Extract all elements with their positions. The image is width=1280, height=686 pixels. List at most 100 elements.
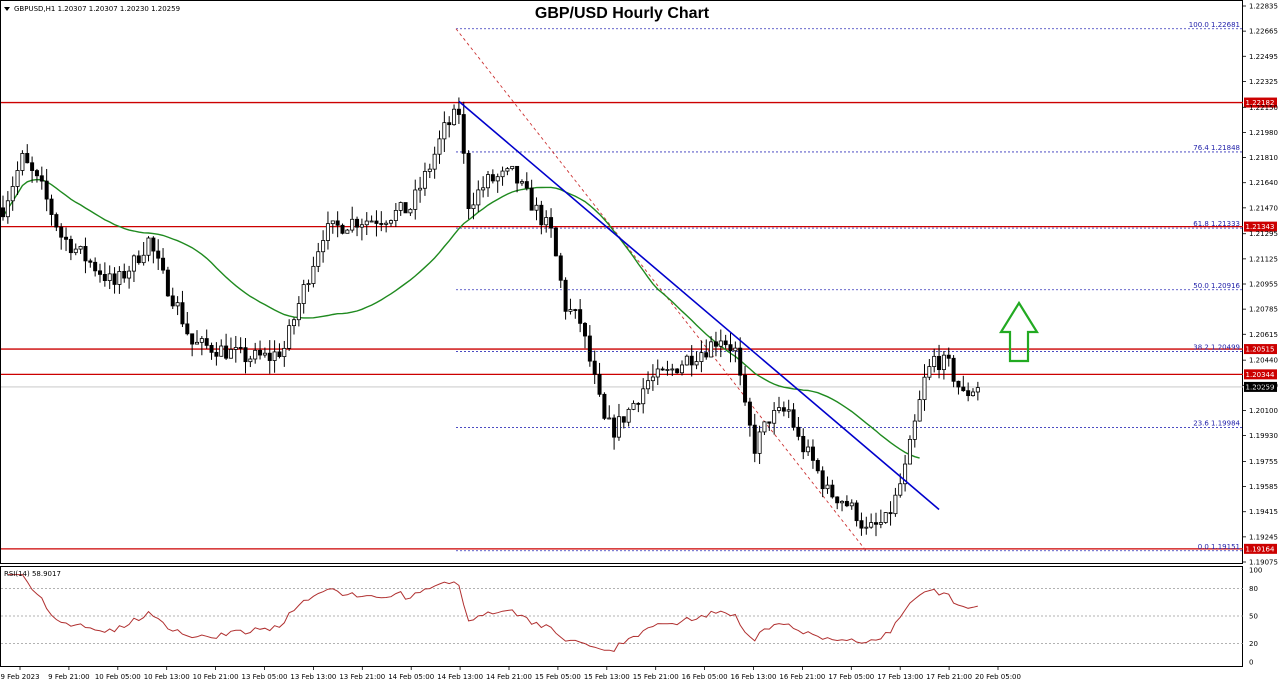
candle-body: [738, 347, 743, 376]
rsi-scale-label: 0: [1249, 659, 1253, 667]
candle-body: [413, 189, 418, 210]
candle-body: [5, 200, 10, 218]
price-tick-label: 1.20440: [1249, 357, 1278, 365]
candle-body: [757, 431, 762, 454]
level-price-tag: [1244, 543, 1277, 554]
candle-body: [214, 351, 219, 357]
candle-body: [340, 224, 345, 234]
candle-body: [558, 255, 563, 281]
candle-body: [888, 512, 893, 515]
candle-body: [199, 338, 204, 343]
candle-body: [127, 270, 132, 279]
candle-body: [966, 390, 971, 397]
candle-body: [553, 227, 558, 257]
price-tick-label: 1.22835: [1249, 3, 1278, 11]
candle-body: [490, 174, 495, 182]
candle-body: [699, 352, 704, 362]
candle-body: [539, 204, 544, 226]
candle-body: [713, 341, 718, 347]
candle-body: [704, 352, 709, 358]
candle-body: [893, 494, 898, 515]
candle-body: [684, 355, 689, 366]
candle-body: [621, 416, 626, 423]
candle-body: [466, 152, 471, 210]
candle-body: [325, 223, 330, 241]
current-price-tag: [1244, 381, 1277, 392]
candle-body: [321, 240, 326, 253]
moving-average: [2, 178, 920, 459]
candle-body: [529, 187, 534, 211]
candle-body: [864, 526, 869, 529]
candle-body: [59, 226, 64, 238]
price-tick-label: 1.22150: [1249, 104, 1278, 112]
candle-body: [30, 162, 35, 171]
candle-body: [767, 421, 772, 424]
candle-body: [505, 168, 510, 172]
candle-body: [364, 220, 369, 226]
price-tick-label: 1.20615: [1249, 331, 1278, 339]
candle-body: [781, 407, 786, 412]
candle-body: [840, 500, 845, 504]
price-tick-label: 1.20955: [1249, 281, 1278, 289]
candle-body: [146, 237, 151, 256]
candle-body: [471, 204, 476, 210]
price-tick-label: 1.19415: [1249, 508, 1278, 516]
time-tick-label: 9 Feb 2023: [0, 673, 39, 681]
candle-body: [568, 309, 573, 312]
candle-body: [743, 374, 748, 403]
candle-body: [907, 438, 912, 465]
price-tick-label: 1.21295: [1249, 230, 1278, 238]
candle-body: [282, 347, 287, 358]
candle-body: [384, 222, 389, 225]
price-tick-label: 1.21470: [1249, 204, 1278, 212]
fibonacci-retracement: 100.0 1.22681 76.4 1.21848 61.8 1.21333 50.…: [455, 21, 1242, 552]
price-tick-label: 1.19075: [1249, 559, 1278, 567]
candle-body: [64, 236, 69, 240]
candlestick-series: [0, 97, 980, 537]
candle-body: [442, 122, 447, 140]
candle-body: [180, 302, 185, 325]
candle-body: [670, 368, 675, 371]
fib-level-label: 61.8 1.21333: [1193, 220, 1240, 228]
candle-body: [806, 446, 811, 453]
candle-body: [350, 218, 355, 231]
candle-body: [941, 354, 946, 371]
candle-body: [272, 351, 277, 361]
price-tick-label: 1.21980: [1249, 129, 1278, 137]
fib-level-label: 76.4 1.21848: [1193, 144, 1240, 152]
candle-body: [258, 349, 263, 356]
moving-average-line: [2, 178, 920, 459]
time-tick-label: 14 Feb 13:00: [437, 673, 483, 681]
candle-body: [355, 218, 360, 228]
rsi-panel-frame: [0, 566, 1243, 667]
level-price-label: 1.21343: [1246, 223, 1275, 231]
candle-body: [878, 522, 883, 525]
level-price-label: 1.19164: [1246, 545, 1275, 553]
candle-body: [961, 386, 966, 392]
candle-body: [456, 108, 461, 115]
candle-body: [844, 500, 849, 507]
fib-level-label: 38.2 1.20499: [1193, 343, 1240, 351]
candle-body: [131, 255, 136, 272]
time-tick-label: 16 Feb 13:00: [731, 673, 777, 681]
candle-body: [660, 368, 665, 371]
price-axis: 1.22835 1.22665 1.22495 1.22325 1.22150 1.219…: [1243, 3, 1278, 567]
candle-body: [161, 257, 166, 271]
candle-body: [680, 364, 685, 374]
candle-body: [83, 246, 88, 262]
candle-body: [810, 446, 815, 461]
candle-body: [68, 238, 73, 254]
candle-body: [233, 347, 238, 350]
candle-body: [267, 352, 272, 361]
time-tick-label: 9 Feb 21:00: [48, 673, 89, 681]
candle-body: [956, 380, 961, 388]
price-tick-label: 1.21640: [1249, 179, 1278, 187]
candle-body: [287, 325, 292, 349]
bearish-trendline[interactable]: [458, 100, 940, 511]
candle-body: [151, 237, 156, 252]
candle-body: [718, 340, 723, 347]
candle-body: [747, 401, 752, 426]
chart-menu-triangle-icon[interactable]: [4, 7, 10, 11]
candle-body: [156, 250, 161, 259]
